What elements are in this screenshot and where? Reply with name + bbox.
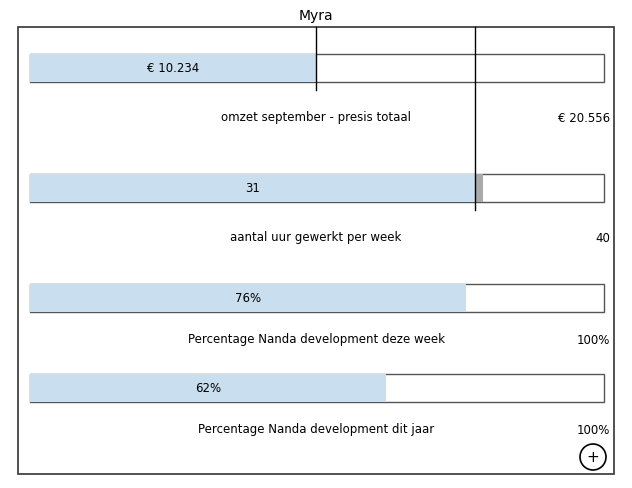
Bar [30, 285, 466, 312]
Text: 76%: 76% [235, 292, 261, 305]
Text: aantal uur gewerkt per week: aantal uur gewerkt per week [230, 231, 402, 244]
Text: +: + [586, 449, 599, 465]
Text: 100%: 100% [576, 423, 610, 436]
Text: Percentage Nanda development deze week: Percentage Nanda development deze week [188, 333, 444, 346]
Bar [30, 55, 604, 83]
Text: 100%: 100% [576, 333, 610, 346]
FancyBboxPatch shape [18, 28, 614, 474]
Text: 62%: 62% [195, 382, 221, 395]
Text: 40: 40 [595, 231, 610, 244]
Circle shape [580, 444, 606, 470]
Text: Percentage Nanda development dit jaar: Percentage Nanda development dit jaar [198, 423, 434, 436]
Bar [30, 175, 604, 203]
Bar [475, 175, 483, 203]
Text: omzet september - presis totaal: omzet september - presis totaal [221, 111, 411, 124]
Text: Myra: Myra [299, 9, 333, 23]
Bar [30, 374, 604, 402]
Text: € 10.234: € 10.234 [147, 62, 199, 75]
Bar [30, 175, 475, 203]
Text: 31: 31 [245, 182, 260, 195]
Bar [30, 55, 316, 83]
Bar [30, 374, 386, 402]
Text: € 20.556: € 20.556 [558, 111, 610, 124]
Bar [30, 285, 604, 312]
